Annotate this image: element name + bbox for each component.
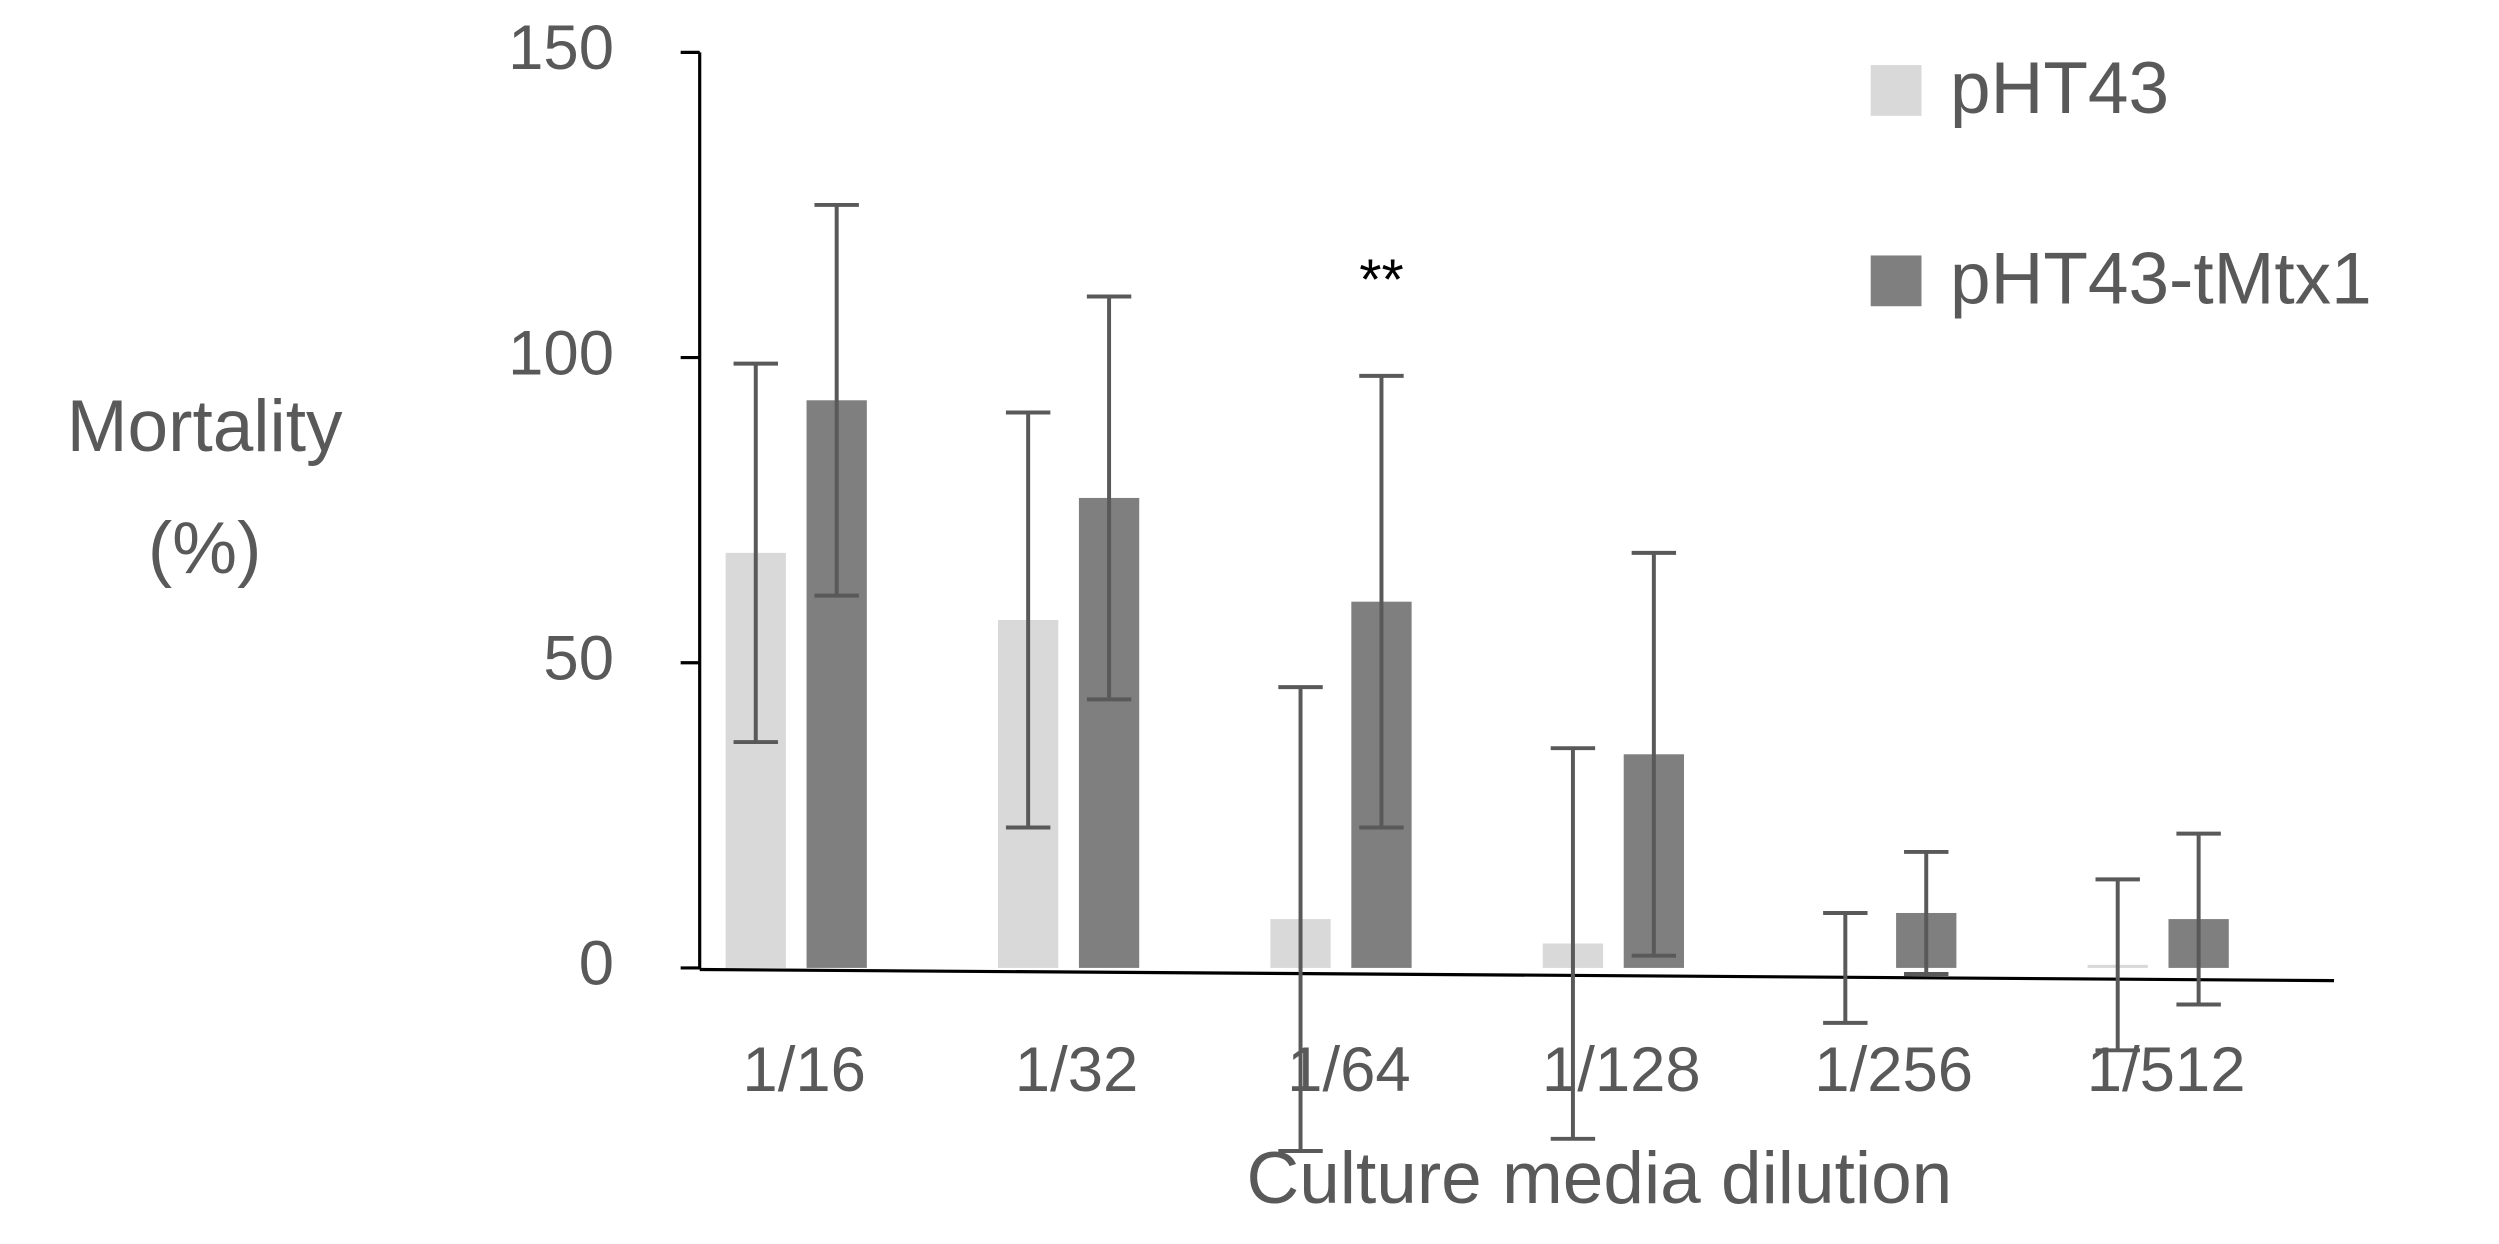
error-bar (1823, 910, 1868, 1025)
error-bar (1278, 685, 1323, 1154)
y-tick-label: 50 (543, 623, 614, 693)
annotation: ** (1359, 248, 1403, 312)
error-bar (814, 202, 859, 598)
error-bar (733, 361, 778, 745)
x-tick-label: 1/64 (1287, 1035, 1411, 1105)
y-tick-label: 100 (508, 318, 614, 388)
x-axis-label: Culture media dilution (1247, 1138, 1953, 1219)
x-tick-label: 1/128 (1542, 1035, 1701, 1105)
error-bar (2095, 877, 2140, 1053)
x-tick-label: 1/32 (1015, 1035, 1139, 1105)
legend-label: pHT43-tMtx1 (1950, 238, 2372, 319)
legend-swatch (1870, 255, 1922, 307)
error-bar (1550, 746, 1596, 1141)
error-bar (1631, 550, 1677, 958)
error-bar (1904, 849, 1949, 976)
legend-swatch (1870, 65, 1922, 116)
y-tick-label: 150 (508, 13, 614, 83)
x-tick-label: 1/512 (2087, 1035, 2246, 1105)
x-axis (699, 967, 2335, 983)
error-bar (2176, 831, 2221, 1007)
error-bar (1005, 410, 1051, 830)
y-axis-label: Mortality (67, 386, 343, 467)
x-tick-label: 1/256 (1814, 1035, 1973, 1105)
x-tick-label: 1/16 (742, 1035, 866, 1105)
error-bar (1359, 373, 1404, 830)
legend-label: pHT43 (1950, 48, 2169, 129)
error-bar (1086, 294, 1132, 702)
y-tick-label: 0 (579, 929, 614, 999)
y-axis-label: (%) (148, 508, 261, 589)
